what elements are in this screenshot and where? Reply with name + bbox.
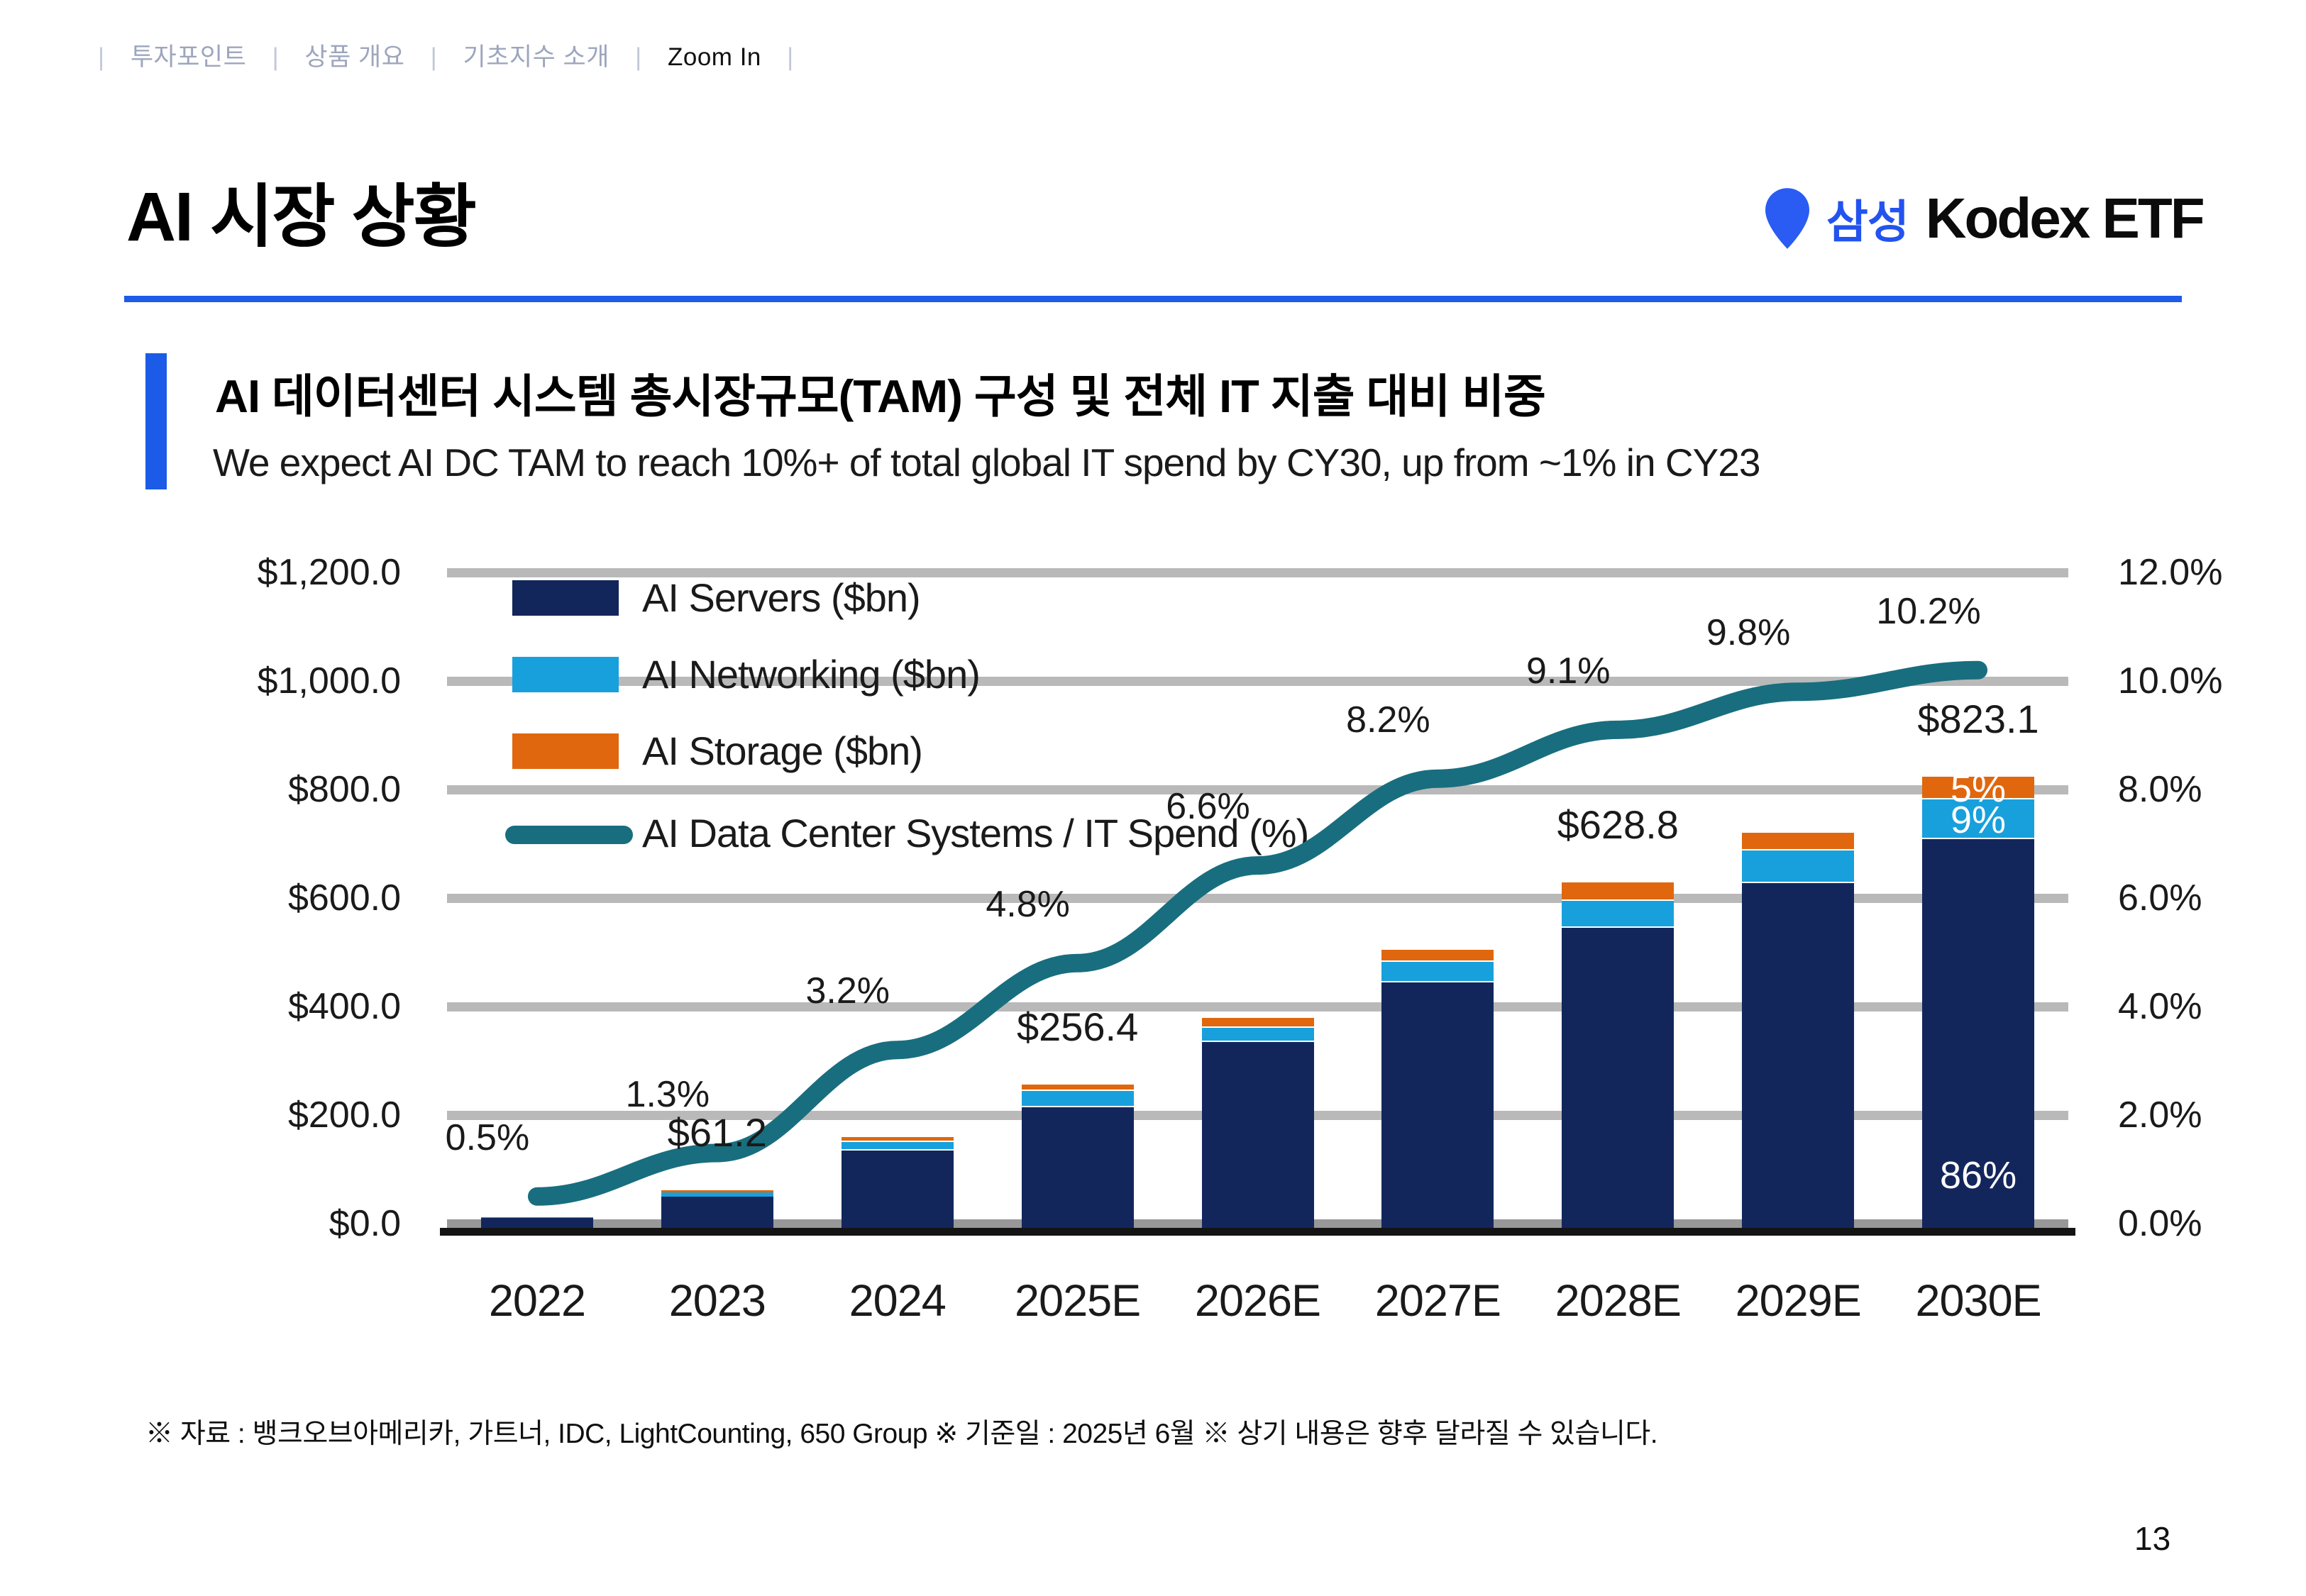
left-axis-tick-label: $1,000.0	[257, 660, 401, 702]
breadcrumb-separator: |	[787, 43, 794, 71]
line-percent-label-2028E: 9.1%	[1526, 650, 1611, 692]
bar-segment-servers-2028E	[1562, 928, 1675, 1228]
right-axis-tick-label: 4.0%	[2118, 986, 2202, 1027]
bar-segment-networking-2024	[841, 1142, 954, 1151]
breadcrumb-separator: |	[272, 43, 280, 71]
bar-segment-networking-2026E	[1201, 1027, 1314, 1042]
bar-segment-storage-2028E	[1562, 882, 1675, 901]
bar-segment-storage-2024	[841, 1137, 954, 1143]
right-axis-tick-label: 6.0%	[2118, 877, 2202, 919]
right-axis-tick-label: 0.0%	[2118, 1203, 2202, 1244]
line-percent-label-2025E: 4.8%	[986, 883, 1070, 925]
x-axis-category-label: 2022	[488, 1276, 586, 1326]
page-title: AI 시장 상황	[126, 178, 477, 255]
breadcrumb-item-zoom-in[interactable]: Zoom In	[668, 43, 761, 71]
breadcrumb: | 투자포인트 | 상품 개요 | 기초지수 소개 | Zoom In |	[79, 37, 812, 73]
brand-kodex-etf: Kodex ETF	[1925, 187, 2205, 250]
chart-heading: AI 데이터센터 시스템 총시장규모(TAM) 구성 및 전체 IT 지출 대비…	[215, 370, 1546, 422]
x-axis-category-label: 2027E	[1374, 1276, 1501, 1326]
bar-segment-storage-2029E	[1742, 833, 1855, 850]
in-bar-share-label-storage: 5%	[1951, 767, 2007, 811]
map-pin-icon	[1765, 188, 1809, 249]
x-axis-category-label: 2028E	[1555, 1276, 1682, 1326]
legend-swatch-line	[505, 826, 633, 844]
title-underline	[124, 296, 2182, 302]
bar-total-label-2030E: $823.1	[1917, 697, 2039, 742]
legend-label: AI Storage ($bn)	[642, 728, 923, 773]
in-bar-share-label-networking: 9%	[1951, 799, 2007, 842]
breadcrumb-item-index-intro[interactable]: 기초지수 소개	[463, 43, 609, 71]
source-footnote: ※ 자료 : 뱅크오브아메리카, 가트너, IDC, LightCounting…	[145, 1419, 1658, 1449]
line-percent-label-2023: 1.3%	[625, 1073, 710, 1115]
bar-segment-storage-2027E	[1381, 949, 1494, 962]
legend-swatch-storage	[512, 733, 619, 769]
x-axis-category-label: 2025E	[1015, 1276, 1141, 1326]
bar-segment-networking-2023	[661, 1192, 773, 1197]
right-axis-tick-label: 10.0%	[2118, 660, 2223, 702]
chart-subheading: We expect AI DC TAM to reach 10%+ of tot…	[213, 440, 1760, 484]
line-percent-label-2029E: 9.8%	[1706, 612, 1791, 654]
bar-segment-storage-2023	[661, 1190, 773, 1193]
bar-segment-servers-2025E	[1021, 1107, 1134, 1228]
x-axis-category-label: 2024	[849, 1276, 947, 1326]
left-axis-tick-label: $1,200.0	[257, 552, 401, 593]
x-axis-category-label: 2026E	[1194, 1276, 1321, 1326]
bar-total-label-2025E: $256.4	[1016, 1004, 1139, 1049]
line-percent-label-2022: 0.5%	[445, 1116, 530, 1158]
brand-samsung-korean: 삼성	[1826, 196, 1909, 248]
breadcrumb-item-product-overview[interactable]: 상품 개요	[304, 43, 405, 71]
legend-swatch-servers	[512, 580, 619, 616]
heading-accent-bar	[145, 353, 167, 489]
bar-total-label-2028E: $628.8	[1557, 802, 1679, 847]
bar-segment-networking-2027E	[1381, 961, 1494, 982]
breadcrumb-item-investment-points[interactable]: 투자포인트	[130, 43, 247, 71]
bar-segment-networking-2029E	[1742, 850, 1855, 883]
left-axis-tick-label: $0.0	[329, 1203, 401, 1244]
right-axis-tick-label: 12.0%	[2118, 552, 2223, 593]
bar-segment-networking-2025E	[1021, 1090, 1134, 1107]
breadcrumb-separator: |	[430, 43, 438, 71]
line-percent-label-2024: 3.2%	[805, 970, 890, 1012]
bar-segment-servers-2024	[841, 1150, 954, 1228]
bar-segment-networking-2022	[480, 1217, 593, 1218]
brand-logo: 삼성 Kodex ETF	[1765, 186, 2205, 251]
bar-segment-storage-2025E	[1021, 1084, 1134, 1091]
chart-x-axis-line	[440, 1228, 2075, 1236]
x-axis-category-label: 2029E	[1735, 1276, 1862, 1326]
legend-swatch-networking	[512, 657, 619, 692]
page-number: 13	[2134, 1520, 2171, 1557]
right-axis-tick-label: 8.0%	[2118, 769, 2202, 810]
chart-gridline	[447, 568, 2068, 577]
left-axis-tick-label: $400.0	[287, 986, 401, 1027]
bar-segment-servers-2026E	[1201, 1041, 1314, 1228]
bar-segment-servers-2022	[480, 1217, 593, 1228]
in-bar-share-label-servers: 86%	[1940, 1154, 2017, 1197]
left-axis-tick-label: $600.0	[287, 877, 401, 919]
legend-label: AI Servers ($bn)	[642, 575, 921, 620]
x-axis-category-label: 2030E	[1915, 1276, 2041, 1326]
bar-total-label-2023: $61.2	[667, 1110, 767, 1156]
bar-segment-servers-2023	[661, 1196, 773, 1228]
right-axis-tick-label: 2.0%	[2118, 1095, 2202, 1136]
line-percent-label-2030E: 10.2%	[1876, 590, 1981, 632]
bar-segment-storage-2026E	[1201, 1018, 1314, 1028]
x-axis-category-label: 2023	[668, 1276, 766, 1326]
bar-segment-networking-2028E	[1562, 900, 1675, 929]
bar-segment-servers-2029E	[1742, 882, 1855, 1228]
left-axis-tick-label: $200.0	[287, 1095, 401, 1136]
breadcrumb-separator: |	[635, 43, 642, 71]
bar-segment-servers-2027E	[1381, 982, 1494, 1228]
legend-label: AI Networking ($bn)	[642, 652, 981, 697]
line-percent-label-2026E: 6.6%	[1166, 786, 1250, 828]
breadcrumb-separator: |	[98, 43, 105, 71]
left-axis-tick-label: $800.0	[287, 769, 401, 810]
line-percent-label-2027E: 8.2%	[1346, 699, 1430, 741]
